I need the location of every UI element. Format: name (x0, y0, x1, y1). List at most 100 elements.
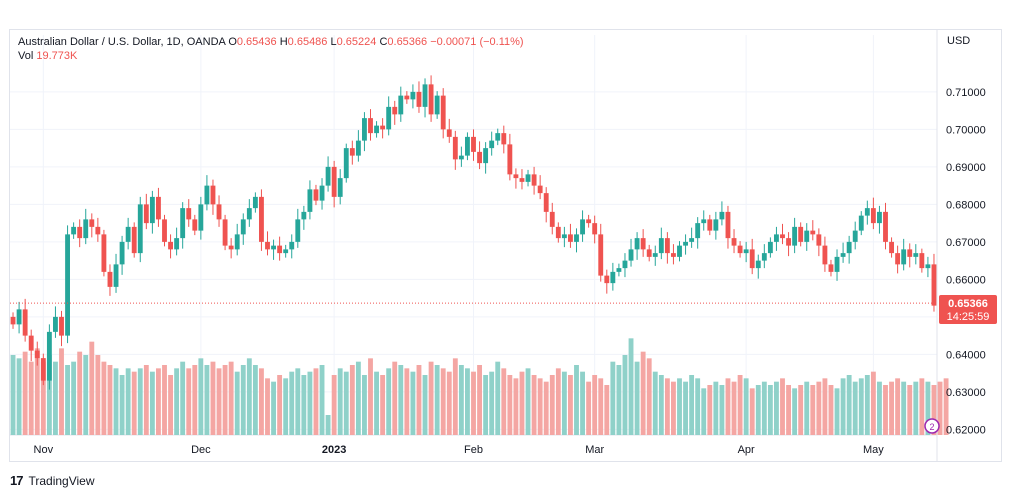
candle-body (259, 196, 264, 242)
volume-bar (107, 365, 113, 435)
volume-bar (725, 378, 731, 435)
price-tick-label: 0.68000 (946, 199, 986, 211)
volume-bar (452, 358, 458, 435)
candle-body (434, 95, 440, 115)
price-tick-label: 0.63000 (946, 387, 986, 399)
volume-bar (695, 378, 701, 435)
volume-bar (707, 385, 713, 435)
candle-body (725, 211, 731, 239)
volume-bar (731, 381, 737, 435)
volume-bar (313, 368, 319, 435)
volume-bar (834, 388, 840, 435)
volume-bar (664, 378, 670, 435)
volume-label[interactable]: Vol (18, 50, 34, 62)
candle-body (749, 249, 755, 269)
volume-bar (355, 361, 361, 435)
candle-body (755, 260, 761, 269)
candle-body (119, 241, 125, 265)
volume-bar (471, 371, 476, 435)
candle-body (519, 178, 525, 182)
volume-bar (525, 368, 531, 435)
candle-body (465, 136, 470, 156)
candle-body (767, 241, 773, 254)
candle-body (83, 219, 89, 239)
high-label: H (279, 36, 288, 48)
volume-bar (774, 381, 779, 435)
candle-body (355, 140, 361, 156)
candle-body (137, 204, 143, 254)
candle-body (22, 309, 28, 336)
candle-body (65, 234, 70, 336)
close-value: 0.65366 (387, 36, 428, 48)
volume-bar (16, 358, 22, 435)
volume-bar (646, 358, 652, 435)
volume-bar (628, 338, 634, 435)
candle-body (489, 140, 495, 149)
volume-bar (252, 365, 258, 435)
volume-bar (537, 378, 543, 435)
candle-body (204, 185, 210, 205)
candle-body (343, 148, 349, 179)
candle-body (71, 226, 77, 235)
volume-bar (846, 375, 852, 435)
candle-body (28, 335, 34, 351)
candle-body (525, 174, 531, 182)
volume-bar (28, 361, 34, 435)
candle-body (580, 219, 585, 235)
low-label: L (330, 36, 337, 48)
brand-name: TradingView (28, 473, 95, 488)
volume-bar (543, 381, 549, 435)
candle-body (313, 189, 319, 201)
candle-body (816, 234, 822, 246)
volume-bar (10, 355, 16, 435)
candle-body (701, 219, 707, 224)
candle-body (574, 234, 579, 242)
volume-bar (495, 361, 501, 435)
volume-bar (598, 378, 604, 435)
symbol-title[interactable]: Australian Dollar / U.S. Dollar, 1D, OAN… (18, 36, 226, 48)
time-tick-label: Feb (464, 444, 483, 456)
candle-body (889, 241, 894, 254)
price-tick-label: 0.70000 (946, 124, 986, 136)
volume-bar (186, 368, 192, 435)
volume-bar (755, 385, 761, 435)
candle-body (240, 219, 246, 235)
candle-body (228, 245, 234, 250)
volume-bar (864, 375, 870, 435)
volume-bar (574, 365, 579, 435)
volume-bar (592, 375, 598, 435)
time-tick-label: 2023 (322, 444, 346, 456)
volume-bar (767, 385, 773, 435)
tradingview-brand[interactable]: 17 TradingView (10, 473, 95, 488)
volume-bar (640, 351, 646, 435)
event-marker-icon[interactable] (924, 418, 940, 434)
volume-bar (519, 371, 525, 435)
price-tick-label: 0.67000 (946, 237, 986, 249)
volume-bar (671, 381, 676, 435)
volume-bar (501, 368, 507, 435)
volume-bar (828, 385, 834, 435)
volume-bar (246, 358, 252, 435)
event-marker-label: 2 (929, 422, 934, 432)
candle-body (452, 136, 458, 160)
volume-bar (683, 381, 688, 435)
volume-bar (198, 358, 204, 435)
candles (10, 75, 937, 390)
volume-bar (125, 368, 131, 435)
volume-bars (10, 338, 949, 435)
candle-body (743, 249, 749, 254)
volume-bar (804, 381, 810, 435)
candle-body (598, 234, 604, 276)
candle-body (561, 234, 567, 239)
volume-bar (143, 365, 149, 435)
candle-body (349, 148, 355, 156)
candle-body (913, 253, 919, 257)
candle-body (695, 223, 701, 239)
candle-body (895, 253, 901, 265)
volume-bar (222, 365, 228, 435)
volume-bar (319, 365, 325, 435)
time-tick-label: Dec (191, 444, 211, 456)
candle-body (265, 241, 270, 250)
volume-bar (677, 378, 682, 435)
